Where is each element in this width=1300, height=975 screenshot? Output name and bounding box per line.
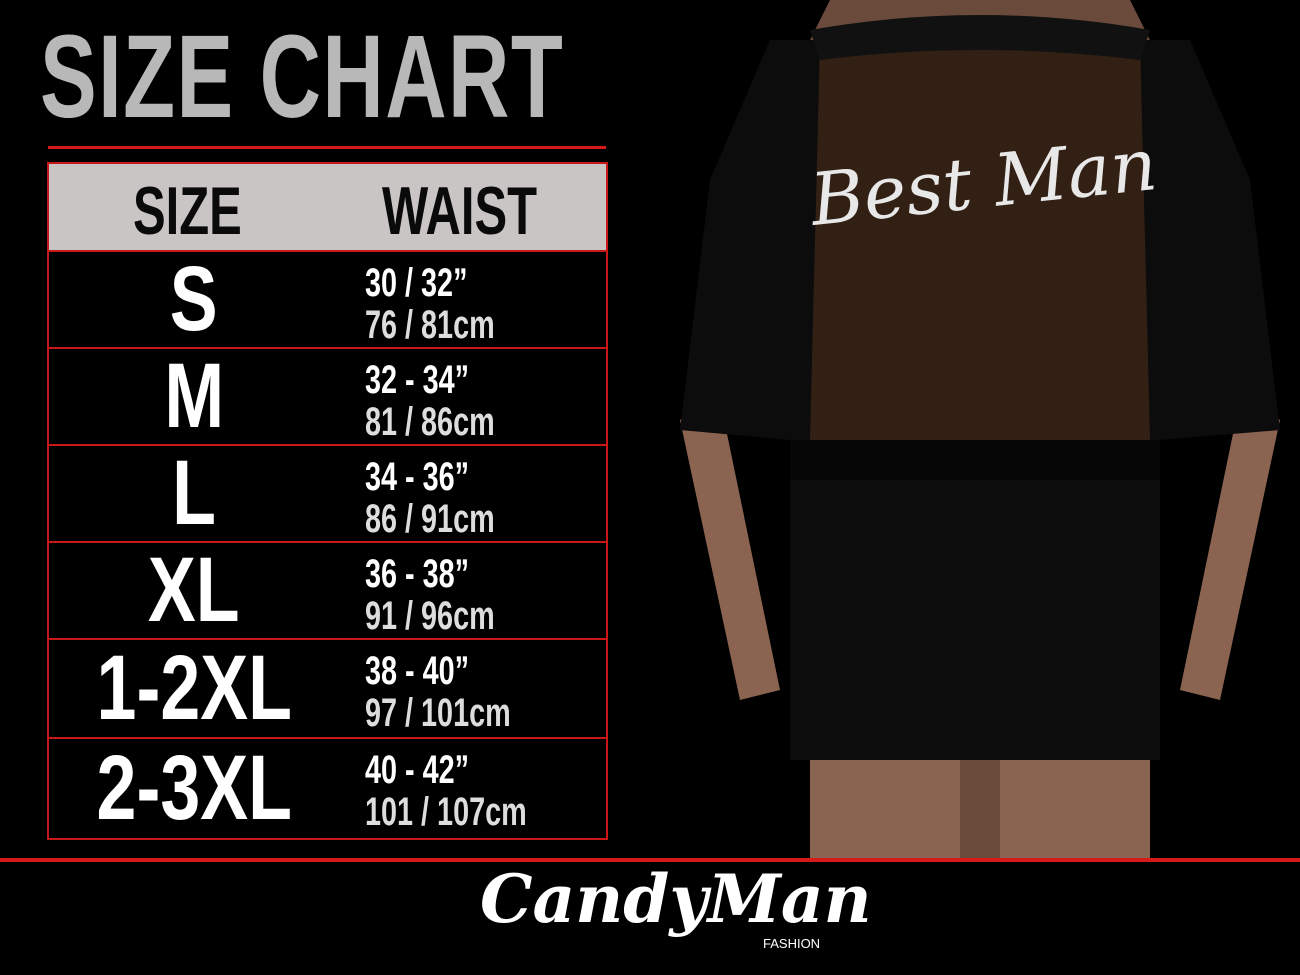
size-table: SIZE WAIST S 30 / 32” 76 / 81cm M 32 - 34”…	[47, 162, 608, 840]
header-waist: WAIST	[382, 173, 538, 249]
waist-cm: 101 / 107cm	[365, 790, 527, 834]
table-row: 1-2XL 38 - 40” 97 / 101cm	[49, 637, 606, 739]
waist-cm: 81 / 86cm	[365, 400, 495, 444]
waist-inches: 36 - 38”	[365, 552, 470, 596]
header-size: SIZE	[133, 173, 242, 249]
size-label: 1-2XL	[96, 637, 292, 739]
waist-inches: 32 - 34”	[365, 358, 470, 402]
table-header: SIZE WAIST	[49, 164, 606, 252]
waist-inches: 30 / 32”	[365, 261, 468, 305]
waist-cm: 97 / 101cm	[365, 691, 511, 735]
size-cell: L	[49, 442, 339, 544]
size-label: 2-3XL	[96, 737, 292, 839]
size-label: XL	[148, 539, 240, 641]
waist-cm: 86 / 91cm	[365, 497, 495, 541]
waist-cm: 76 / 81cm	[365, 303, 495, 347]
table-row: XL 36 - 38” 91 / 96cm	[49, 539, 606, 641]
footer-divider	[0, 858, 1300, 862]
brand-logo: CandyMan FASHION	[480, 866, 872, 971]
waist-cm: 91 / 96cm	[365, 594, 495, 638]
logo-tagline: FASHION	[763, 936, 821, 951]
table-row: S 30 / 32” 76 / 81cm	[49, 248, 606, 350]
product-photo: Best Man	[660, 0, 1300, 858]
waist-inches: 38 - 40”	[365, 649, 470, 693]
size-label: L	[172, 442, 216, 544]
table-row: 2-3XL 40 - 42” 101 / 107cm	[49, 737, 606, 839]
size-cell: M	[49, 345, 339, 447]
logo-name: CandyMan	[480, 860, 872, 938]
page-title: SIZE CHART	[40, 11, 565, 143]
size-cell: 1-2XL	[49, 637, 339, 739]
title-divider	[48, 146, 606, 149]
waist-cell: 30 / 32” 76 / 81cm	[365, 262, 545, 346]
waist-cell: 32 - 34” 81 / 86cm	[365, 359, 545, 443]
size-label: M	[164, 345, 224, 447]
waist-inches: 34 - 36”	[365, 455, 470, 499]
waist-cell: 36 - 38” 91 / 96cm	[365, 553, 545, 637]
waist-inches: 40 - 42”	[365, 748, 470, 792]
size-label: S	[170, 248, 218, 350]
table-row: L 34 - 36” 86 / 91cm	[49, 442, 606, 544]
size-cell: XL	[49, 539, 339, 641]
waist-cell: 34 - 36” 86 / 91cm	[365, 456, 545, 540]
waist-cell: 38 - 40” 97 / 101cm	[365, 650, 567, 734]
waist-cell: 40 - 42” 101 / 107cm	[365, 749, 590, 833]
table-row: M 32 - 34” 81 / 86cm	[49, 345, 606, 447]
size-cell: 2-3XL	[49, 737, 339, 839]
size-cell: S	[49, 248, 339, 350]
